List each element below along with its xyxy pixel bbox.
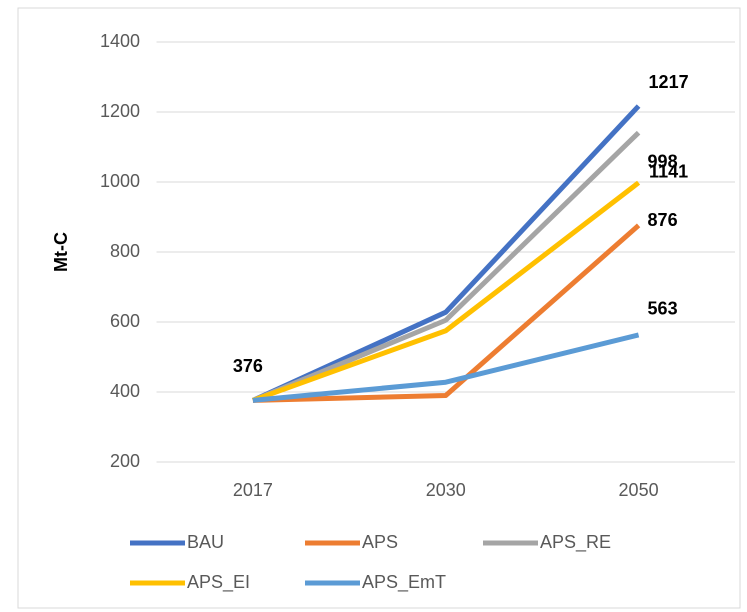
y-tick-label: 200: [110, 451, 140, 471]
y-tick-label: 1200: [100, 101, 140, 121]
series-line: [252, 332, 640, 403]
y-tick-label: 600: [110, 311, 140, 331]
data-label: 876: [648, 210, 678, 230]
data-label: 998: [648, 151, 678, 171]
legend-label: APS_EI: [187, 572, 250, 593]
legend-label: BAU: [187, 532, 224, 552]
x-tick-label: 2050: [619, 480, 659, 500]
legend-label: APS_RE: [540, 532, 611, 553]
chart-border: [17, 7, 741, 609]
y-tick-label: 1000: [100, 171, 140, 191]
data-label: 1141: [649, 161, 688, 181]
data-label: 563: [648, 299, 678, 319]
x-tick-label: 2017: [233, 480, 273, 500]
y-axis-title: Mt-C: [51, 232, 71, 272]
series-line: [252, 223, 641, 403]
y-tick-label: 400: [110, 381, 140, 401]
y-tick-label: 1400: [100, 31, 140, 51]
data-label: 1217: [649, 72, 689, 92]
y-tick-label: 800: [110, 241, 140, 261]
series-line: [251, 130, 641, 403]
x-tick-label: 2030: [426, 480, 466, 500]
series-line: [252, 180, 641, 403]
data-label: 376: [233, 356, 263, 376]
legend-label: APS_EmT: [362, 572, 446, 593]
legend-label: APS: [362, 532, 398, 552]
